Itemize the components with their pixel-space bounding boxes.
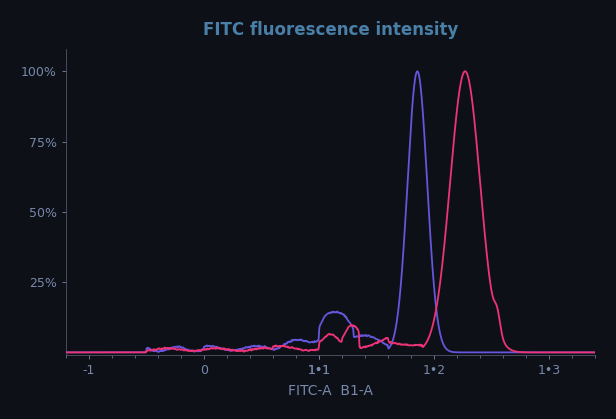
- X-axis label: FITC-A  B1-A: FITC-A B1-A: [288, 384, 373, 398]
- Title: FITC fluorescence intensity: FITC fluorescence intensity: [203, 21, 458, 39]
